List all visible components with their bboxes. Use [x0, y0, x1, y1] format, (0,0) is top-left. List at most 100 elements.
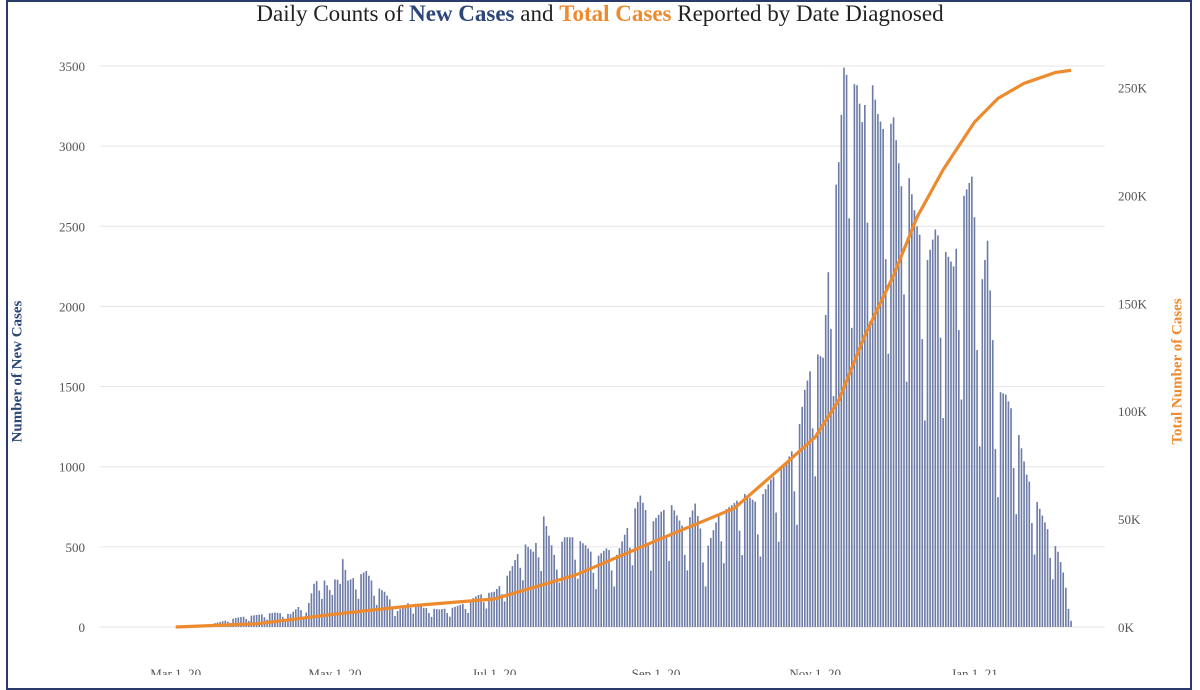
new-cases-bar: [420, 606, 422, 627]
new-cases-bar: [1026, 475, 1028, 627]
new-cases-bar: [888, 354, 890, 627]
new-cases-bar: [799, 424, 801, 627]
new-cases-bar: [371, 581, 373, 627]
new-cases-bar: [760, 556, 762, 627]
new-cases-bar: [723, 563, 725, 627]
new-cases-bar: [882, 129, 884, 627]
new-cases-bars: [178, 68, 1072, 627]
new-cases-bar: [593, 573, 595, 627]
new-cases-bar: [987, 241, 989, 627]
new-cases-bar: [950, 262, 952, 627]
new-cases-bar: [483, 602, 485, 627]
new-cases-bar: [754, 502, 756, 627]
new-cases-bar: [577, 579, 579, 627]
new-cases-bar: [394, 616, 396, 627]
new-cases-bar: [446, 613, 448, 627]
new-cases-bar: [423, 608, 425, 627]
new-cases-bar: [564, 537, 566, 627]
new-cases-bar: [921, 339, 923, 627]
new-cases-bar: [749, 498, 751, 627]
total-cases-line: [176, 70, 1071, 627]
new-cases-bar: [491, 592, 493, 627]
new-cases-bar: [752, 500, 754, 627]
new-cases-bar: [778, 542, 780, 627]
new-cases-bar: [804, 390, 806, 627]
new-cases-bar: [989, 290, 991, 627]
new-cases-bar: [890, 124, 892, 627]
new-cases-bar: [527, 547, 529, 627]
new-cases-bar: [506, 576, 508, 627]
new-cases-bar: [308, 603, 310, 627]
x-tick-label: Jan 1, 21: [951, 666, 998, 675]
new-cases-bar: [410, 608, 412, 627]
new-cases-bar: [582, 543, 584, 627]
new-cases-bar: [587, 548, 589, 627]
new-cases-bar: [807, 381, 809, 627]
new-cases-bar: [459, 605, 461, 627]
new-cases-bar: [402, 607, 404, 627]
new-cases-bar: [595, 589, 597, 627]
new-cases-bar: [827, 272, 829, 627]
new-cases-bar: [770, 480, 772, 627]
new-cases-bar: [671, 505, 673, 627]
new-cases-bar: [428, 613, 430, 627]
y-tick-label: 1500: [59, 380, 85, 395]
new-cases-bar: [1002, 393, 1004, 627]
new-cases-bar: [809, 371, 811, 627]
new-cases-bar: [929, 250, 931, 627]
new-cases-bar: [833, 396, 835, 627]
new-cases-bar: [342, 559, 344, 627]
new-cases-bar: [898, 163, 900, 627]
new-cases-bar: [872, 85, 874, 627]
new-cases-bar: [736, 501, 738, 627]
new-cases-bar: [637, 502, 639, 627]
new-cases-bar: [1023, 462, 1025, 627]
new-cases-bar: [825, 315, 827, 627]
new-cases-bar: [519, 568, 521, 627]
new-cases-bar: [1005, 395, 1007, 627]
new-cases-bar: [619, 548, 621, 627]
new-cases-bar: [642, 503, 644, 627]
new-cases-bar: [399, 609, 401, 627]
new-cases-bar: [937, 235, 939, 627]
new-cases-bar: [415, 604, 417, 627]
new-cases-bar: [345, 570, 347, 627]
new-cases-bar: [976, 350, 978, 627]
new-cases-bar: [1047, 529, 1049, 627]
new-cases-bar: [454, 607, 456, 627]
new-cases-bar: [1028, 482, 1030, 627]
y-right-tick-label: 50K: [1118, 512, 1141, 527]
new-cases-bar: [433, 609, 435, 627]
new-cases-bar: [561, 542, 563, 627]
new-cases-bar: [332, 595, 334, 627]
new-cases-bar: [919, 235, 921, 627]
new-cases-bar: [961, 400, 963, 627]
x-tick-label: Sep 1, 20: [632, 666, 681, 675]
new-cases-bar: [553, 555, 555, 627]
new-cases-bar: [668, 561, 670, 627]
new-cases-bar: [794, 491, 796, 627]
new-cases-bar: [788, 456, 790, 627]
new-cases-bar: [334, 579, 336, 627]
new-cases-bar: [775, 513, 777, 627]
new-cases-bar: [590, 552, 592, 627]
new-cases-bar: [864, 105, 866, 627]
new-cases-bar: [360, 574, 362, 627]
new-cases-bar: [452, 608, 454, 627]
new-cases-bar: [321, 599, 323, 627]
new-cases-bar: [653, 521, 655, 627]
y-tick-label: 2000: [59, 299, 85, 314]
new-cases-bar: [305, 613, 307, 627]
new-cases-bar: [692, 510, 694, 627]
new-cases-bar: [948, 257, 950, 627]
new-cases-bar: [953, 266, 955, 627]
new-cases-bar: [1052, 579, 1054, 627]
new-cases-bar: [757, 534, 759, 627]
new-cases-bar: [689, 517, 691, 627]
new-cases-bar: [726, 509, 728, 627]
new-cases-bar: [499, 586, 501, 627]
new-cases-bar: [613, 586, 615, 627]
new-cases-bar: [347, 581, 349, 627]
